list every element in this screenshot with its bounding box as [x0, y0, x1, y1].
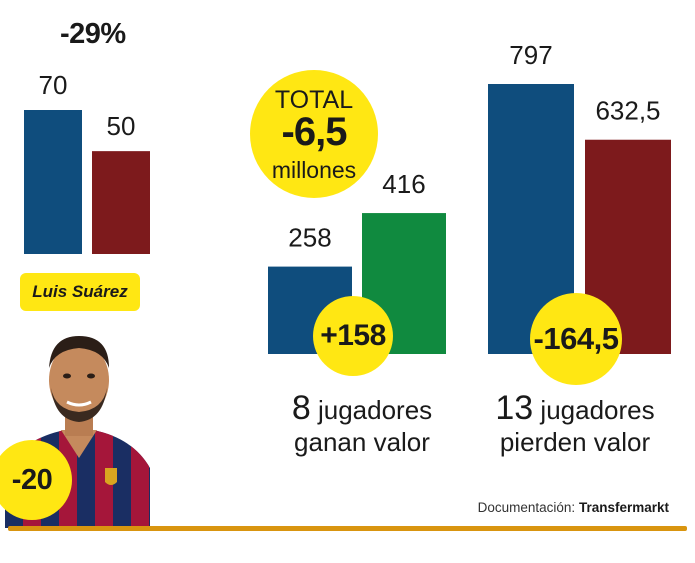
player-bar-1 — [24, 110, 82, 254]
player-change-percent: -29% — [60, 18, 126, 50]
player-bar-label-1: 70 — [39, 70, 68, 100]
source-name: Transfermarkt — [578, 500, 669, 515]
loss-group-count: 13 — [495, 389, 534, 427]
total-label: TOTAL — [274, 86, 354, 114]
player-difference-badge: -20 — [0, 440, 72, 520]
gain-group-label: 8 jugadores ganan valor — [282, 389, 442, 458]
source-note: Documentación: Transfermarkt — [478, 500, 669, 515]
total-unit: millones — [271, 157, 357, 183]
player-name-tag: Luis Suárez — [20, 273, 140, 311]
loss-difference-badge: -164,5 — [530, 293, 622, 385]
baseline-rule — [8, 526, 687, 531]
gain-difference-badge: +158 — [313, 296, 393, 376]
group-2-bar-label-1: 797 — [509, 40, 552, 70]
loss-group-line2: pierden valor — [499, 427, 651, 458]
total-badge: TOTAL -6,5 millones — [250, 70, 378, 198]
group-1-bar-label-2: 416 — [382, 169, 425, 199]
group-1-bar-label-1: 258 — [288, 223, 331, 253]
gain-group-count: 8 — [291, 389, 311, 427]
source-label: Documentación: — [477, 500, 576, 515]
total-value: -6,5 — [281, 110, 348, 154]
player-bar-2 — [92, 151, 150, 254]
player-bar-label-2: 50 — [107, 111, 136, 141]
loss-group-line1: jugadores — [540, 395, 655, 425]
gain-group-line1: jugadores — [317, 395, 433, 425]
group-2-bar-label-2: 632,5 — [595, 96, 660, 126]
loss-group-label: 13 jugadores pierden valor — [490, 389, 660, 458]
gain-group-line2: ganan valor — [294, 427, 430, 458]
